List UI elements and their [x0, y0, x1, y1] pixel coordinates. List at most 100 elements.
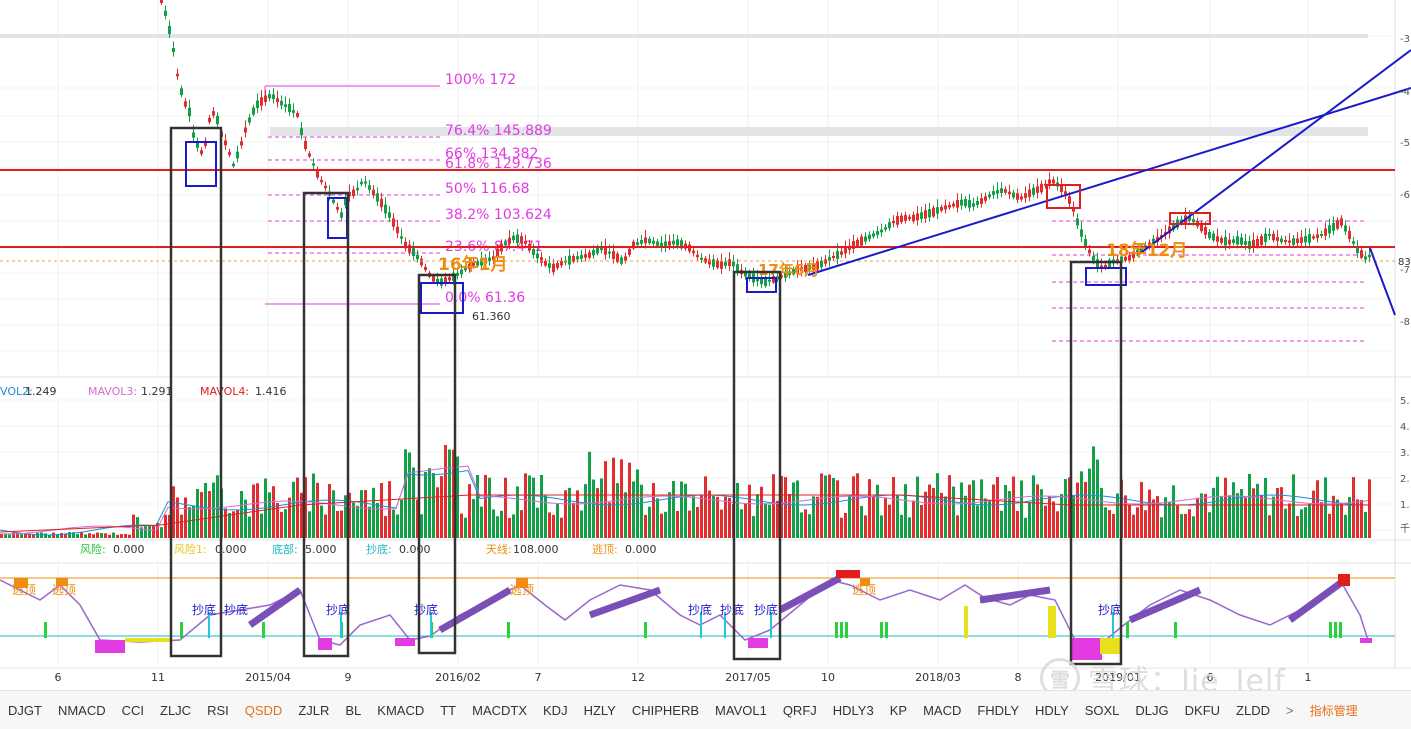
indicator-tab-macd[interactable]: MACD	[923, 702, 962, 718]
annotation-label: 17年6月	[758, 261, 819, 279]
candle-body	[192, 132, 195, 138]
indicator-tab-zldd[interactable]: ZLDD	[1236, 702, 1270, 718]
candle-body	[604, 245, 607, 255]
candle-body	[792, 268, 795, 275]
indicator-tab-qrfj[interactable]: QRFJ	[782, 702, 817, 718]
candle-body	[628, 248, 631, 255]
candle-body	[356, 187, 359, 191]
candle-body	[904, 215, 907, 221]
candle-body	[424, 266, 427, 270]
volume-bar	[420, 514, 423, 538]
indicator-tab-kp[interactable]: KP	[889, 702, 908, 718]
signal-bar	[644, 622, 647, 638]
indicator-tab-hzly[interactable]: HZLY	[583, 702, 616, 718]
candle-body	[1124, 256, 1127, 261]
volume-bar	[1224, 477, 1227, 538]
bottom-area	[1072, 638, 1102, 660]
candle-body	[400, 236, 403, 239]
volume-bar	[1056, 511, 1059, 538]
indicator-tab-chipherb[interactable]: CHIPHERB	[631, 702, 700, 718]
volume-bar	[956, 515, 959, 538]
candle-body	[860, 236, 863, 246]
volume-bar	[448, 449, 451, 538]
volume-bar	[620, 459, 623, 538]
indicator-tab-bl[interactable]: BL	[345, 702, 362, 718]
candle-body	[288, 103, 291, 113]
volume-bar	[600, 478, 603, 538]
indicator-tab-soxl[interactable]: SOXL	[1084, 702, 1120, 718]
volume-bar	[68, 532, 71, 538]
candle-body	[1192, 219, 1195, 223]
more-tabs-button[interactable]: >	[1285, 702, 1294, 718]
y-tick-label: -4	[1400, 87, 1410, 98]
candle-body	[196, 142, 199, 148]
y-tick-label: 千	[1400, 523, 1410, 535]
indicator-tab-kdj[interactable]: KDJ	[543, 702, 568, 718]
candle-body	[1364, 256, 1367, 260]
candle-body	[236, 151, 239, 159]
candle-body	[996, 190, 999, 194]
bottom-area	[318, 638, 332, 650]
indicator-tab-fhdly[interactable]: FHDLY	[977, 702, 1019, 718]
signal-bar	[1339, 622, 1342, 638]
candle-body	[284, 104, 287, 107]
volume-bar	[1160, 517, 1163, 538]
candle-body	[888, 222, 891, 229]
volume-bar	[312, 473, 315, 538]
chaodi-label: 抄底	[192, 602, 216, 617]
indicator-manage-button[interactable]: 指标管理	[1309, 703, 1358, 718]
low-price-label: 61.360	[472, 310, 511, 323]
volume-bar	[776, 500, 779, 538]
indicator-tab-zjlr[interactable]: ZJLR	[298, 702, 330, 718]
volume-bar	[508, 517, 511, 538]
indicator-tab-rsi[interactable]: RSI	[207, 702, 229, 718]
volume-bar	[724, 496, 727, 538]
volume-bar	[12, 532, 15, 538]
volume-bar	[1064, 479, 1067, 538]
candle-body	[1224, 236, 1227, 246]
volume-bar	[1172, 485, 1175, 538]
indicator-tab-cci[interactable]: CCI	[121, 702, 145, 718]
indicator-tab-kmacd[interactable]: KMACD	[377, 702, 425, 718]
indicator-tab-mavol1[interactable]: MAVOL1	[715, 702, 767, 718]
candle-body	[160, 0, 163, 3]
candle-body	[368, 185, 371, 190]
volume-bar	[604, 461, 607, 538]
indicator-tab-hdly3[interactable]: HDLY3	[832, 702, 874, 718]
candle-body	[1292, 238, 1295, 245]
indicator-tab-qsdd[interactable]: QSDD	[244, 702, 283, 718]
indicator-tab-nmacd[interactable]: NMACD	[57, 702, 106, 718]
candle-body	[776, 276, 779, 280]
volume-bar	[300, 492, 303, 538]
candle-body	[264, 95, 267, 102]
candle-body	[1332, 222, 1335, 231]
candle-body	[796, 266, 799, 274]
volume-bar	[164, 514, 167, 538]
volume-bar	[32, 534, 35, 538]
volume-bar	[208, 491, 211, 538]
top-marker	[1338, 574, 1350, 586]
volume-bar	[1100, 487, 1103, 538]
indicator-tab-zljc[interactable]: ZLJC	[160, 702, 192, 718]
indicator-tab-djgt[interactable]: DJGT	[8, 702, 42, 718]
volume-bar	[84, 534, 87, 538]
candle-body	[244, 127, 247, 133]
candle-body	[924, 210, 927, 219]
candle-body	[180, 88, 183, 96]
volume-bar	[112, 532, 115, 538]
indicator-tab-dkfu[interactable]: DKFU	[1184, 702, 1221, 718]
volume-bar	[288, 497, 291, 538]
signal-bar	[1334, 622, 1337, 638]
indicator-tab-macdtx[interactable]: MACDTX	[472, 702, 528, 718]
volume-bar	[952, 486, 955, 538]
volume-bar	[280, 511, 283, 538]
volume-bar	[292, 481, 295, 538]
indicator-tab-tt[interactable]: TT	[440, 702, 457, 718]
volume-bar	[536, 507, 539, 538]
indicator-tab-dljg[interactable]: DLJG	[1135, 702, 1169, 718]
volume-bar	[340, 510, 343, 538]
candle-body	[316, 169, 319, 178]
volume-bar	[516, 486, 519, 538]
volume-bar	[1344, 514, 1347, 538]
indicator-tab-hdly[interactable]: HDLY	[1035, 702, 1069, 718]
